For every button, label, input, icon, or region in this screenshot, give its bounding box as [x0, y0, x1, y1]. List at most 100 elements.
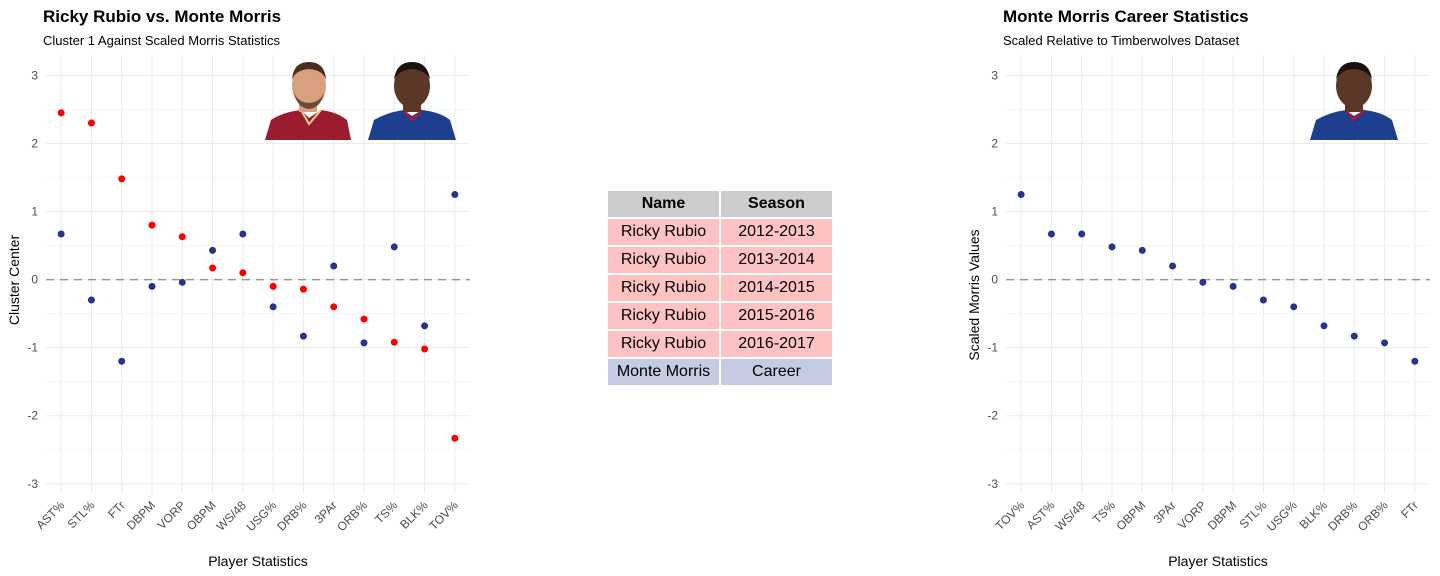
- x-tick-label: USG%: [243, 498, 279, 534]
- cell-name: Ricky Rubio: [608, 331, 719, 357]
- chart-title: Monte Morris Career Statistics: [1003, 7, 1249, 26]
- y-tick-label: -3: [987, 477, 998, 491]
- season-table: Name Season Ricky Rubio 2012-2013 Ricky …: [606, 189, 834, 387]
- y-tick-label: 2: [31, 136, 38, 150]
- morris-photo: [1310, 62, 1398, 140]
- data-point: [299, 285, 307, 293]
- x-tick-label: OBPM: [184, 498, 219, 533]
- points: [57, 109, 459, 442]
- data-point: [1138, 246, 1146, 254]
- chart-title: Ricky Rubio vs. Monte Morris: [43, 7, 281, 26]
- cell-name: Ricky Rubio: [608, 219, 719, 245]
- data-point: [148, 282, 156, 290]
- x-tick-label: FTr: [105, 498, 128, 521]
- cell-season: 2012-2013: [721, 219, 832, 245]
- x-tick-label: TOV%: [993, 498, 1028, 533]
- rubio-vs-morris-chart: Ricky Rubio vs. Monte Morris Cluster 1 A…: [6, 7, 470, 569]
- data-point: [87, 119, 95, 127]
- header-season: Season: [721, 191, 832, 217]
- data-point: [178, 278, 186, 286]
- player-photos: [1310, 62, 1398, 140]
- x-tick-label: OBPM: [1114, 498, 1149, 533]
- data-point: [57, 230, 65, 238]
- rubio-photo: [265, 62, 351, 140]
- data-point: [1108, 243, 1116, 251]
- data-point: [1350, 332, 1358, 340]
- data-point: [1290, 303, 1298, 311]
- y-axis-title: Cluster Center: [6, 235, 22, 326]
- cell-season: 2015-2016: [721, 303, 832, 329]
- y-axis-title: Scaled Morris Values: [966, 229, 982, 360]
- data-point: [269, 303, 277, 311]
- points: [1017, 191, 1419, 365]
- x-axis-title: Player Statistics: [208, 553, 308, 569]
- data-point: [1169, 262, 1177, 270]
- data-point: [239, 269, 247, 277]
- x-tick-label: AST%: [1024, 498, 1058, 532]
- data-point: [330, 262, 338, 270]
- data-point: [421, 322, 429, 330]
- cell-name: Ricky Rubio: [608, 303, 719, 329]
- cell-season: Career: [721, 359, 832, 385]
- data-point: [178, 233, 186, 241]
- data-point: [1229, 282, 1237, 290]
- table-row: Ricky Rubio 2012-2013: [608, 219, 832, 245]
- x-tick-label: BLK%: [397, 498, 431, 532]
- x-tick-label: ORB%: [1355, 498, 1391, 534]
- y-tick-label: 0: [31, 273, 38, 287]
- data-point: [118, 357, 126, 365]
- table-row: Ricky Rubio 2013-2014: [608, 247, 832, 273]
- data-point: [148, 221, 156, 229]
- y-tick-label: -1: [987, 341, 998, 355]
- cell-name: Ricky Rubio: [608, 247, 719, 273]
- data-point: [451, 191, 459, 199]
- x-tick-label: VORP: [1175, 498, 1209, 532]
- x-tick-label: STL%: [65, 498, 98, 531]
- data-point: [1381, 339, 1389, 347]
- cell-season: 2013-2014: [721, 247, 832, 273]
- header-name: Name: [608, 191, 719, 217]
- x-axis-title: Player Statistics: [1168, 553, 1268, 569]
- data-point: [421, 345, 429, 353]
- data-point: [57, 109, 65, 117]
- data-point: [239, 230, 247, 238]
- chart-subtitle: Cluster 1 Against Scaled Morris Statisti…: [43, 33, 280, 48]
- y-tick-label: 3: [991, 68, 998, 82]
- x-tick-label: AST%: [33, 498, 67, 532]
- data-point: [209, 246, 217, 254]
- data-point: [390, 243, 398, 251]
- chart-subtitle: Scaled Relative to Timberwolves Dataset: [1003, 33, 1240, 48]
- data-point: [1078, 230, 1086, 238]
- y-tick-label: -2: [987, 409, 998, 423]
- player-photos: [265, 62, 456, 140]
- y-tick-label: 0: [991, 273, 998, 287]
- y-tick-label: -2: [27, 409, 38, 423]
- y-axis-ticks: -3 -2 -1 0 1 2 3: [987, 68, 998, 490]
- data-point: [1411, 357, 1419, 365]
- grid: [46, 55, 470, 494]
- x-tick-label: DRB%: [1325, 498, 1361, 534]
- y-axis-ticks: -3 -2 -1 0 1 2 3: [27, 68, 38, 490]
- x-axis-ticks: TOV%AST%WS/48 TS%OBPM 3PArVORPDBPMSTL%USG%…: [993, 498, 1421, 534]
- cell-season: 2016-2017: [721, 331, 832, 357]
- y-tick-label: 1: [31, 205, 38, 219]
- y-tick-label: 3: [31, 68, 38, 82]
- y-tick-label: 1: [991, 205, 998, 219]
- data-point: [118, 175, 126, 183]
- x-tick-label: DRB%: [274, 498, 310, 534]
- cell-name: Monte Morris: [608, 359, 719, 385]
- x-tick-label: FTr: [1398, 498, 1421, 521]
- data-point: [87, 296, 95, 304]
- data-point: [1259, 296, 1267, 304]
- y-tick-label: -3: [27, 477, 38, 491]
- data-point: [209, 264, 217, 272]
- x-tick-label: USG%: [1264, 498, 1300, 534]
- cell-name: Ricky Rubio: [608, 275, 719, 301]
- cell-season: 2014-2015: [721, 275, 832, 301]
- data-point: [390, 338, 398, 346]
- data-point: [1047, 230, 1055, 238]
- data-point: [299, 332, 307, 340]
- y-tick-label: -1: [27, 341, 38, 355]
- x-tick-label: VORP: [154, 498, 188, 532]
